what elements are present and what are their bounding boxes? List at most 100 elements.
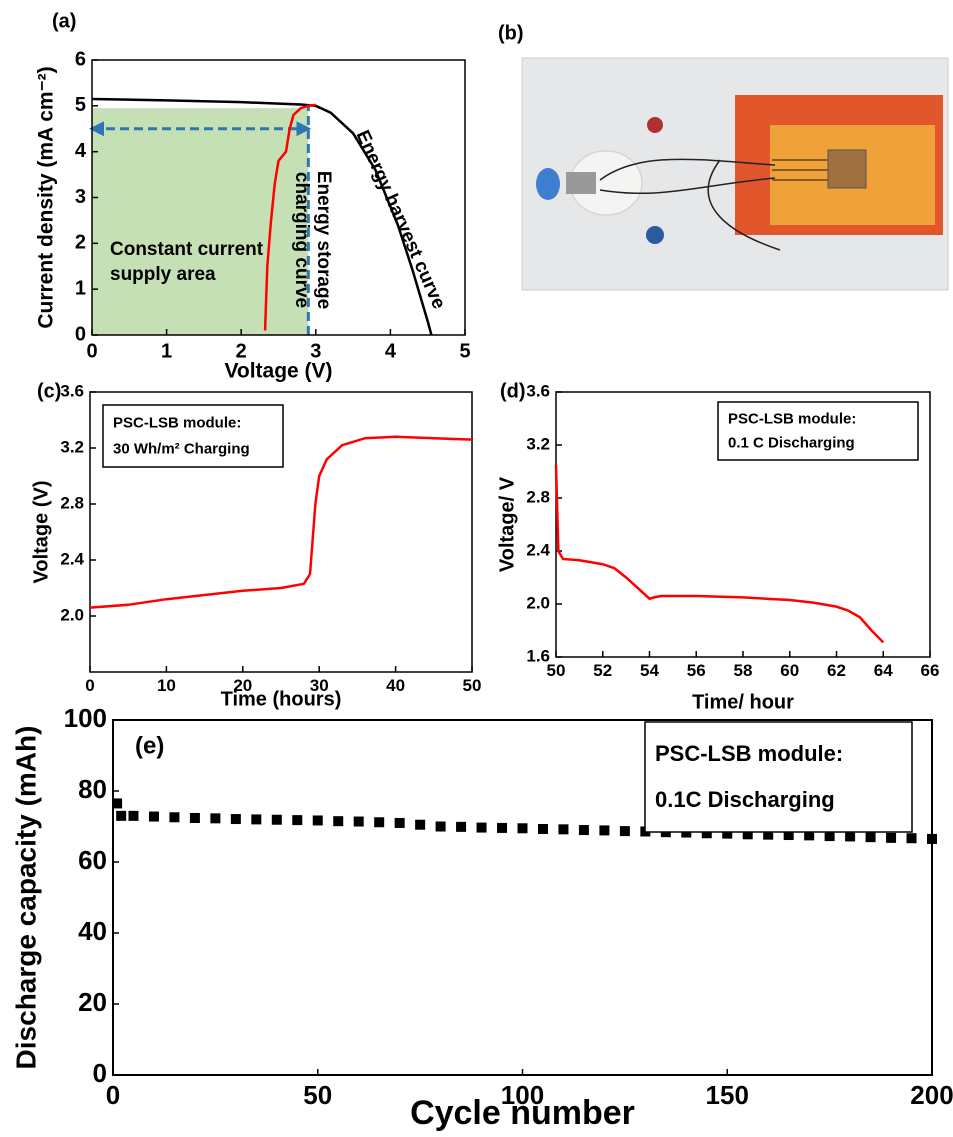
x-tick-label: 0 (106, 1080, 120, 1110)
data-point (927, 833, 937, 844)
data-point (804, 830, 815, 841)
x-tick-label: 200 (910, 1080, 953, 1110)
annotation: Energy harvest curve (352, 127, 450, 312)
data-point (210, 813, 221, 824)
plot-frame (91, 59, 466, 336)
data-point (599, 825, 610, 836)
data-point (415, 819, 426, 830)
y-tick-label: 5 (75, 94, 86, 116)
y-tick-label: 3.2 (60, 437, 84, 456)
data-point (435, 821, 446, 832)
y-axis-label: Current density (mA cm⁻²) (35, 66, 58, 328)
legend-box (717, 401, 919, 461)
data-point (189, 812, 200, 823)
y-tick-label: 0 (75, 323, 86, 345)
x-tick-label: 20 (233, 676, 252, 695)
data-point (619, 826, 630, 837)
annotation: charging curve (291, 172, 312, 308)
x-tick-label: 56 (687, 661, 706, 680)
data-point (271, 814, 282, 825)
x-tick-label: 4 (385, 340, 397, 362)
x-tick-label: 10 (157, 676, 176, 695)
y-tick-label: 40 (78, 916, 107, 946)
plot-frame (112, 719, 933, 1076)
x-tick-label: 40 (386, 676, 405, 695)
data-point (558, 824, 569, 835)
y-axis-label: Discharge capacity (mAh) (10, 726, 41, 1070)
data-point (537, 823, 548, 834)
data-point (169, 812, 180, 823)
shaded-region (92, 108, 309, 335)
x-tick-label: 1 (161, 340, 172, 362)
y-tick-label: 2.0 (526, 593, 550, 612)
x-tick-label: 2 (236, 340, 247, 362)
annotation: supply area (110, 264, 216, 285)
data-point (517, 823, 528, 834)
data-point (116, 810, 127, 821)
y-tick-label: 60 (78, 845, 107, 875)
panel-label: (e) (135, 732, 164, 759)
data-point (251, 814, 262, 825)
annotation: Constant current (110, 239, 264, 260)
data-point (292, 815, 303, 826)
data-point (701, 828, 712, 839)
data-point (865, 832, 876, 843)
x-tick-label: 64 (874, 661, 893, 680)
y-tick-label: 2.8 (526, 487, 550, 506)
panel-label: (b) (498, 22, 524, 44)
data-point (394, 817, 405, 828)
data-point (230, 814, 241, 825)
y-tick-label: 2.8 (60, 493, 84, 512)
data-point (906, 833, 917, 844)
legend-box (644, 721, 913, 833)
y-tick-label: 100 (64, 703, 107, 733)
plot-frame (89, 391, 473, 673)
x-tick-label: 54 (640, 661, 659, 680)
data-point (824, 831, 835, 842)
x-tick-label: 66 (921, 661, 940, 680)
data-point (333, 816, 344, 827)
legend-box (102, 404, 284, 468)
y-tick-label: 6 (75, 48, 86, 70)
x-tick-label: 52 (593, 661, 612, 680)
y-axis-label: Voltage (V) (30, 481, 52, 584)
data-point (886, 832, 897, 843)
data-line (89, 435, 473, 609)
x-tick-label: 62 (827, 661, 846, 680)
data-point (845, 831, 856, 842)
legend-text: 0.1 C Discharging (728, 435, 855, 452)
x-axis-label: Time/ hour (692, 691, 794, 713)
data-point (783, 830, 794, 841)
x-tick-label: 0 (85, 676, 94, 695)
x-tick-label: 3 (310, 340, 321, 362)
y-tick-label: 2.4 (60, 549, 84, 568)
legend-text: 0.1C Discharging (655, 787, 835, 812)
y-tick-label: 2.4 (526, 540, 550, 559)
data-point (112, 798, 123, 809)
data-point (374, 817, 385, 828)
y-tick-label: 0 (93, 1058, 107, 1088)
panel-label: (a) (52, 10, 76, 32)
x-axis-label: Voltage (V) (224, 360, 332, 383)
data-point (128, 810, 139, 821)
data-line (263, 103, 316, 331)
data-point (312, 815, 323, 826)
x-tick-label: 0 (86, 340, 97, 362)
x-tick-label: 60 (780, 661, 799, 680)
x-tick-label: 100 (501, 1080, 544, 1110)
panel-label: (d) (500, 380, 526, 402)
data-line (554, 464, 885, 644)
y-tick-label: 1.6 (526, 646, 550, 665)
y-tick-label: 1 (75, 277, 86, 299)
legend-text: PSC-LSB module: (113, 415, 241, 432)
y-tick-label: 4 (75, 140, 87, 162)
y-tick-label: 20 (78, 987, 107, 1017)
y-tick-label: 80 (78, 774, 107, 804)
y-tick-label: 2.0 (60, 605, 84, 624)
data-point (497, 822, 508, 833)
plot-frame (555, 391, 931, 658)
x-tick-label: 150 (706, 1080, 749, 1110)
legend-text: PSC-LSB module: (655, 741, 843, 766)
data-point (456, 821, 467, 832)
